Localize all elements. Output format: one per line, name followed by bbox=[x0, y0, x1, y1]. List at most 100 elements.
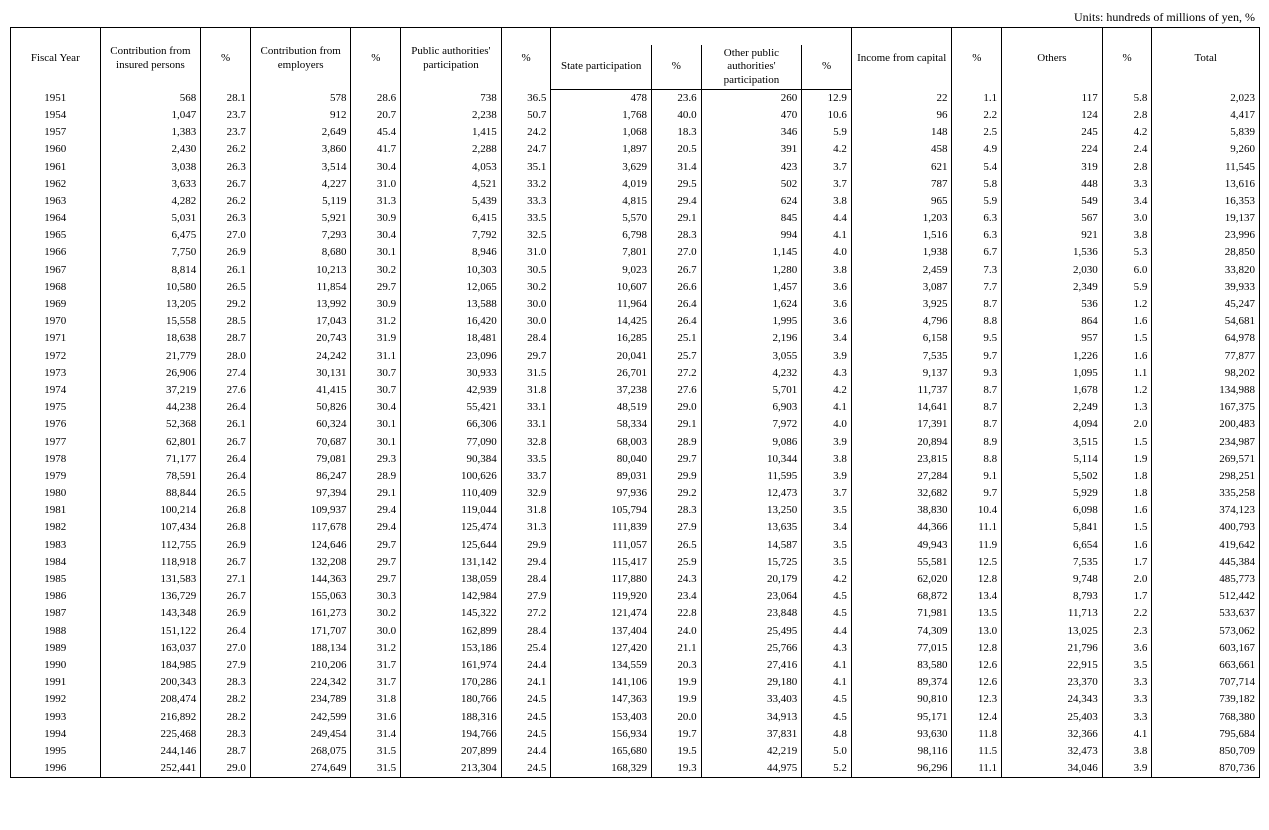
cell-public_pct: 33.1 bbox=[501, 399, 551, 416]
cell-other: 20,179 bbox=[701, 571, 802, 588]
cell-total: 512,442 bbox=[1152, 588, 1260, 605]
cell-total: 400,793 bbox=[1152, 519, 1260, 536]
cell-year: 1994 bbox=[11, 726, 101, 743]
cell-capital: 55,581 bbox=[851, 554, 952, 571]
cell-total: 603,167 bbox=[1152, 640, 1260, 657]
cell-other_pct: 5.0 bbox=[802, 743, 852, 760]
cell-others: 1,678 bbox=[1002, 382, 1103, 399]
cell-insured_pct: 26.3 bbox=[201, 159, 251, 176]
cell-state_pct: 27.0 bbox=[651, 244, 701, 261]
cell-public_pct: 50.7 bbox=[501, 107, 551, 124]
cell-employers_pct: 31.9 bbox=[351, 330, 401, 347]
cell-insured_pct: 28.7 bbox=[201, 743, 251, 760]
cell-state_pct: 19.9 bbox=[651, 674, 701, 691]
cell-insured_pct: 26.3 bbox=[201, 210, 251, 227]
cell-capital_pct: 10.4 bbox=[952, 502, 1002, 519]
cell-capital_pct: 11.1 bbox=[952, 519, 1002, 536]
cell-insured_pct: 26.7 bbox=[201, 554, 251, 571]
cell-insured: 3,633 bbox=[100, 176, 201, 193]
cell-public: 13,588 bbox=[401, 296, 502, 313]
cell-year: 1996 bbox=[11, 760, 101, 778]
cell-others: 8,793 bbox=[1002, 588, 1103, 605]
cell-year: 1986 bbox=[11, 588, 101, 605]
cell-capital_pct: 11.5 bbox=[952, 743, 1002, 760]
cell-state: 127,420 bbox=[551, 640, 652, 657]
table-row: 197871,17726.479,08129.390,38433.580,040… bbox=[11, 451, 1260, 468]
cell-capital_pct: 11.1 bbox=[952, 760, 1002, 778]
cell-insured: 1,383 bbox=[100, 124, 201, 141]
cell-employers_pct: 30.4 bbox=[351, 399, 401, 416]
cell-insured_pct: 26.1 bbox=[201, 262, 251, 279]
cell-capital: 74,309 bbox=[851, 623, 952, 640]
cell-other: 624 bbox=[701, 193, 802, 210]
cell-other: 42,219 bbox=[701, 743, 802, 760]
cell-others_pct: 5.8 bbox=[1102, 89, 1152, 107]
cell-state_pct: 20.0 bbox=[651, 709, 701, 726]
cell-state_pct: 18.3 bbox=[651, 124, 701, 141]
cell-state_pct: 29.1 bbox=[651, 416, 701, 433]
cell-capital: 2,459 bbox=[851, 262, 952, 279]
cell-capital: 22 bbox=[851, 89, 952, 107]
cell-insured_pct: 26.4 bbox=[201, 399, 251, 416]
cell-state_pct: 19.7 bbox=[651, 726, 701, 743]
cell-insured_pct: 26.2 bbox=[201, 141, 251, 158]
cell-others_pct: 1.9 bbox=[1102, 451, 1152, 468]
cell-others_pct: 3.6 bbox=[1102, 640, 1152, 657]
cell-insured: 4,282 bbox=[100, 193, 201, 210]
cell-other: 44,975 bbox=[701, 760, 802, 778]
cell-insured_pct: 27.0 bbox=[201, 640, 251, 657]
cell-year: 1992 bbox=[11, 691, 101, 708]
table-row: 1993216,89228.2242,59931.6188,31624.5153… bbox=[11, 709, 1260, 726]
cell-capital_pct: 12.6 bbox=[952, 657, 1002, 674]
cell-insured: 62,801 bbox=[100, 434, 201, 451]
cell-public: 90,384 bbox=[401, 451, 502, 468]
cell-capital: 98,116 bbox=[851, 743, 952, 760]
table-row: 196810,58026.511,85429.712,06530.210,607… bbox=[11, 279, 1260, 296]
cell-public: 161,974 bbox=[401, 657, 502, 674]
cell-state: 115,417 bbox=[551, 554, 652, 571]
cell-capital_pct: 12.3 bbox=[952, 691, 1002, 708]
cell-other_pct: 4.3 bbox=[802, 640, 852, 657]
cell-public: 6,415 bbox=[401, 210, 502, 227]
cell-employers: 109,937 bbox=[250, 502, 351, 519]
cell-public_pct: 30.2 bbox=[501, 279, 551, 296]
cell-public_pct: 31.5 bbox=[501, 365, 551, 382]
cell-others_pct: 1.6 bbox=[1102, 502, 1152, 519]
cell-others: 4,094 bbox=[1002, 416, 1103, 433]
cell-employers: 7,293 bbox=[250, 227, 351, 244]
table-row: 1996252,44129.0274,64931.5213,30424.5168… bbox=[11, 760, 1260, 778]
cell-state: 3,629 bbox=[551, 159, 652, 176]
cell-employers: 224,342 bbox=[250, 674, 351, 691]
cell-other_pct: 4.0 bbox=[802, 416, 852, 433]
cell-public: 194,766 bbox=[401, 726, 502, 743]
cell-insured_pct: 28.0 bbox=[201, 348, 251, 365]
cell-others: 25,403 bbox=[1002, 709, 1103, 726]
cell-public: 2,288 bbox=[401, 141, 502, 158]
cell-public_pct: 28.4 bbox=[501, 330, 551, 347]
cell-others_pct: 1.1 bbox=[1102, 365, 1152, 382]
cell-year: 1968 bbox=[11, 279, 101, 296]
cell-public: 110,409 bbox=[401, 485, 502, 502]
cell-year: 1976 bbox=[11, 416, 101, 433]
cell-others: 536 bbox=[1002, 296, 1103, 313]
cell-state: 20,041 bbox=[551, 348, 652, 365]
cell-other_pct: 4.1 bbox=[802, 399, 852, 416]
cell-insured: 10,580 bbox=[100, 279, 201, 296]
cell-other_pct: 4.1 bbox=[802, 674, 852, 691]
cell-state: 6,798 bbox=[551, 227, 652, 244]
cell-others_pct: 1.3 bbox=[1102, 399, 1152, 416]
cell-insured_pct: 28.7 bbox=[201, 330, 251, 347]
cell-employers: 161,273 bbox=[250, 605, 351, 622]
cell-state: 97,936 bbox=[551, 485, 652, 502]
cell-capital: 44,366 bbox=[851, 519, 952, 536]
cell-total: 707,714 bbox=[1152, 674, 1260, 691]
cell-others: 6,654 bbox=[1002, 537, 1103, 554]
table-row: 19634,28226.25,11931.35,43933.34,81529.4… bbox=[11, 193, 1260, 210]
cell-other_pct: 4.1 bbox=[802, 227, 852, 244]
cell-other: 1,280 bbox=[701, 262, 802, 279]
cell-state_pct: 29.5 bbox=[651, 176, 701, 193]
cell-employers: 41,415 bbox=[250, 382, 351, 399]
cell-state_pct: 27.2 bbox=[651, 365, 701, 382]
table-row: 19613,03826.33,51430.44,05335.13,62931.4… bbox=[11, 159, 1260, 176]
cell-others_pct: 1.6 bbox=[1102, 348, 1152, 365]
